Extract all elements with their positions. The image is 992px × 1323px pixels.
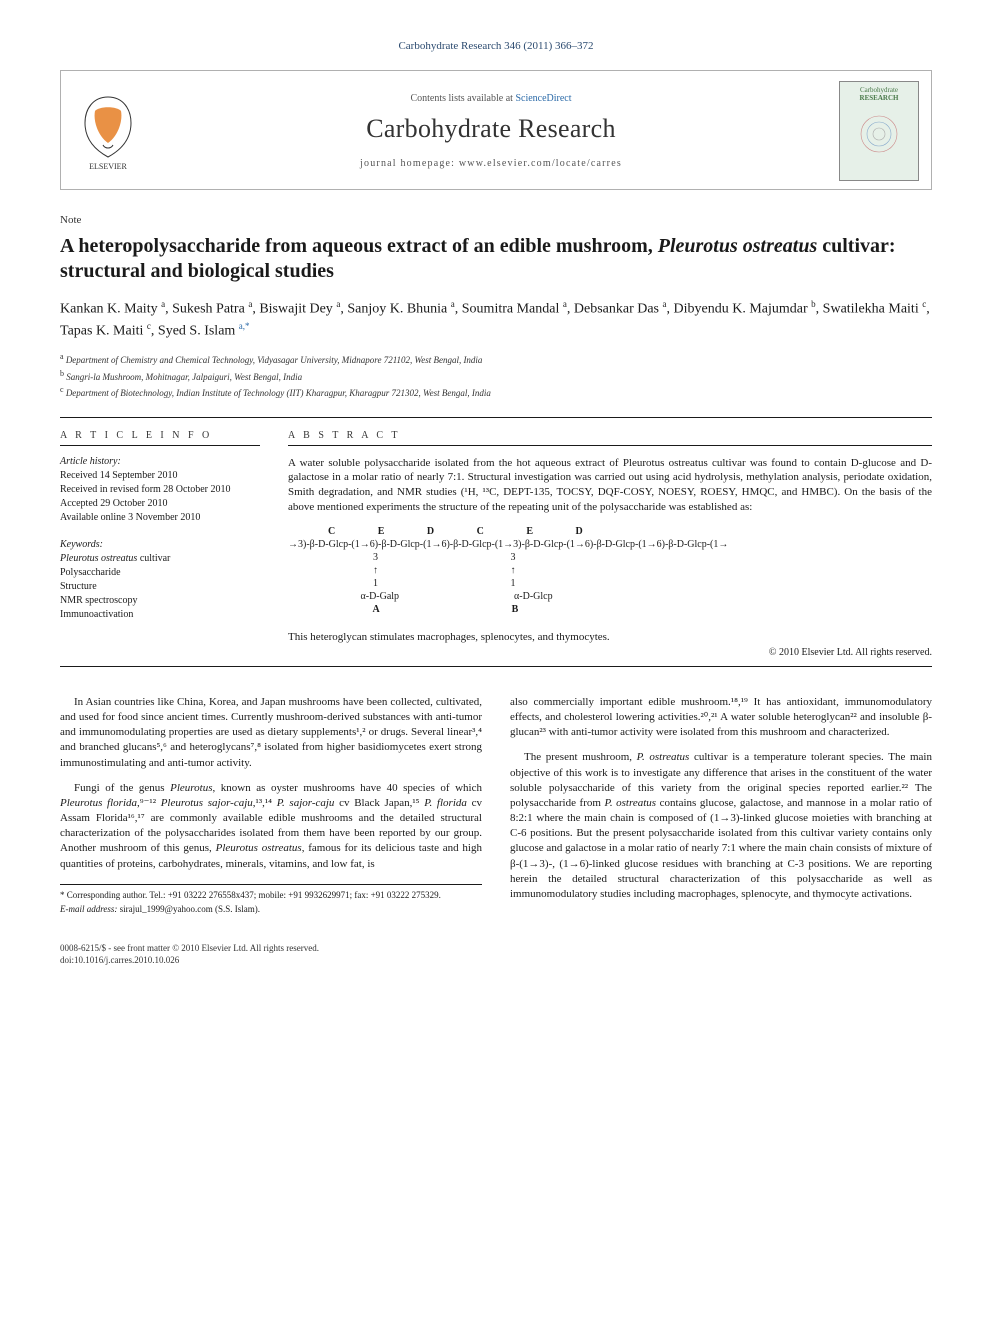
body-paragraph: Fungi of the genus Pleurotus, known as o…	[60, 781, 482, 872]
affiliation-list: a Department of Chemistry and Chemical T…	[60, 351, 932, 401]
body-paragraph: The present mushroom, P. ostreatus culti…	[510, 750, 932, 902]
footer-copyright: 0008-6215/$ - see front matter © 2010 El…	[60, 943, 932, 955]
publisher-name: ELSEVIER	[89, 162, 127, 171]
citation-line: Carbohydrate Research 346 (2011) 366–372	[60, 40, 932, 52]
sciencedirect-link[interactable]: ScienceDirect	[515, 93, 571, 104]
history-item: Available online 3 November 2010	[60, 511, 260, 525]
article-info-block: A R T I C L E I N F O Article history: R…	[60, 430, 260, 658]
keywords-label: Keywords:	[60, 539, 260, 550]
history-item: Received in revised form 28 October 2010	[60, 483, 260, 497]
history-label: Article history:	[60, 456, 260, 467]
body-paragraph: also commercially important edible mushr…	[510, 695, 932, 741]
affiliation-item: b Sangri-la Mushroom, Mohitnagar, Jalpai…	[60, 368, 932, 385]
email-address[interactable]: sirajul_1999@yahoo.com	[120, 904, 213, 914]
elsevier-logo: ELSEVIER	[73, 91, 143, 171]
keyword-item: Pleurotus ostreatus cultivar	[60, 552, 260, 566]
body-text: In Asian countries like China, Korea, an…	[60, 695, 932, 915]
author-list: Kankan K. Maity a, Sukesh Patra a, Biswa…	[60, 298, 932, 341]
body-paragraph: In Asian countries like China, Korea, an…	[60, 695, 482, 771]
email-label: E-mail address:	[60, 904, 117, 914]
journal-cover-thumb: Carbohydrate RESEARCH	[839, 81, 919, 181]
affiliation-item: a Department of Chemistry and Chemical T…	[60, 351, 932, 368]
abstract-copyright: © 2010 Elsevier Ltd. All rights reserved…	[288, 647, 932, 658]
history-item: Accepted 29 October 2010	[60, 497, 260, 511]
abstract-block: A B S T R A C T A water soluble polysacc…	[288, 430, 932, 658]
history-item: Received 14 September 2010	[60, 469, 260, 483]
keyword-item: NMR spectroscopy	[60, 594, 260, 608]
keyword-item: Polysaccharide	[60, 566, 260, 580]
journal-header: ELSEVIER Contents lists available at Sci…	[60, 70, 932, 190]
journal-name: Carbohydrate Research	[143, 114, 839, 144]
section-divider	[60, 666, 932, 667]
abstract-tail: This heteroglycan stimulates macrophages…	[288, 630, 932, 645]
affiliation-item: c Department of Biotechnology, Indian In…	[60, 384, 932, 401]
corr-author-line: * Corresponding author. Tel.: +91 03222 …	[60, 889, 482, 901]
abstract-heading: A B S T R A C T	[288, 430, 932, 446]
page-footer: 0008-6215/$ - see front matter © 2010 El…	[60, 943, 932, 966]
abstract-paragraph: A water soluble polysaccharide isolated …	[288, 456, 932, 515]
keyword-item: Structure	[60, 580, 260, 594]
article-info-heading: A R T I C L E I N F O	[60, 430, 260, 446]
journal-homepage: journal homepage: www.elsevier.com/locat…	[143, 158, 839, 169]
keyword-item: Immunoactivation	[60, 608, 260, 622]
structure-diagram: C E D C E D →3)-β-D-Glcp-(1→6)-β-D-Glcp-…	[288, 525, 932, 616]
footer-doi: doi:10.1016/j.carres.2010.10.026	[60, 955, 932, 967]
article-title: A heteropolysaccharide from aqueous extr…	[60, 234, 932, 284]
email-tail: (S.S. Islam).	[215, 904, 260, 914]
contents-available: Contents lists available at ScienceDirec…	[143, 93, 839, 104]
corresponding-author-footnote: * Corresponding author. Tel.: +91 03222 …	[60, 884, 482, 915]
article-type-label: Note	[60, 214, 932, 226]
header-center: Contents lists available at ScienceDirec…	[143, 93, 839, 169]
